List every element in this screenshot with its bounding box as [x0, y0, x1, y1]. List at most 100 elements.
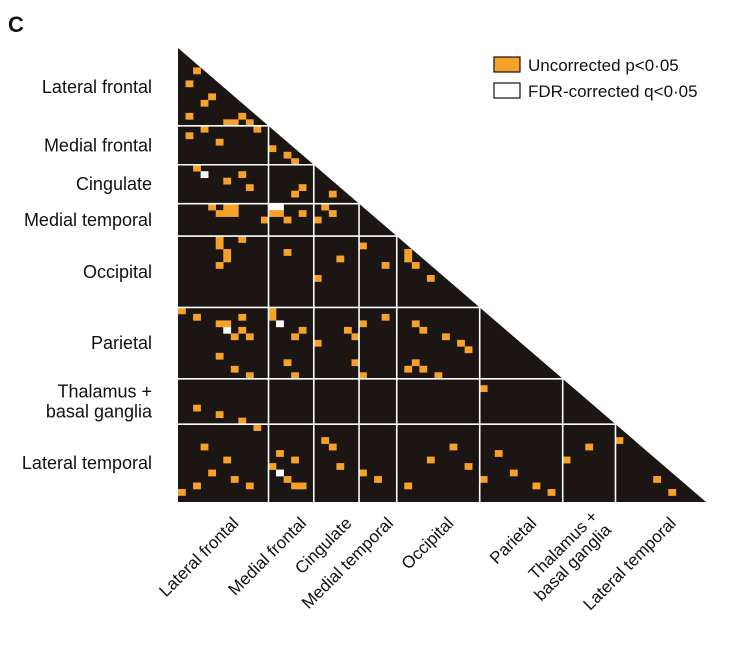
- uncorrected-cell: [585, 443, 594, 451]
- uncorrected-cell: [509, 469, 518, 477]
- uncorrected-cell: [479, 385, 488, 393]
- uncorrected-cell: [321, 203, 330, 211]
- row-label-line: Cingulate: [76, 174, 152, 194]
- row-label: Cingulate: [76, 174, 152, 194]
- uncorrected-cell: [238, 171, 247, 179]
- uncorrected-cell: [291, 372, 299, 380]
- fdr-cell: [200, 171, 209, 179]
- uncorrected-cell: [223, 320, 232, 328]
- uncorrected-cell: [351, 359, 360, 367]
- uncorrected-cell: [238, 112, 247, 120]
- uncorrected-cell: [359, 372, 367, 380]
- uncorrected-cell: [245, 333, 254, 341]
- uncorrected-cell: [215, 411, 224, 418]
- uncorrected-cell: [223, 249, 232, 256]
- uncorrected-cell: [351, 333, 360, 341]
- uncorrected-cell: [276, 450, 284, 457]
- uncorrected-cell: [494, 450, 503, 457]
- uncorrected-cell: [283, 249, 292, 256]
- uncorrected-cell: [223, 456, 232, 464]
- panel-letter: C: [8, 12, 24, 37]
- uncorrected-cell: [215, 352, 224, 360]
- uncorrected-cell: [223, 255, 232, 263]
- uncorrected-cell: [178, 307, 186, 315]
- uncorrected-cell: [238, 417, 247, 425]
- uncorrected-cell: [223, 119, 232, 127]
- uncorrected-cell: [668, 489, 677, 496]
- legend: Uncorrected p<0·05 FDR-corrected q<0·05: [493, 56, 698, 101]
- row-label: Occipital: [83, 262, 152, 282]
- uncorrected-cell: [215, 210, 224, 217]
- row-label-line: Lateral temporal: [22, 453, 152, 473]
- uncorrected-cell: [223, 210, 232, 217]
- uncorrected-cell: [464, 346, 473, 354]
- uncorrected-cell: [532, 482, 541, 490]
- uncorrected-cell: [328, 210, 337, 217]
- column-label-line: Occipital: [398, 514, 458, 574]
- row-label: Medial frontal: [44, 135, 152, 155]
- uncorrected-cell: [238, 236, 247, 243]
- uncorrected-cell: [426, 275, 435, 282]
- uncorrected-cell: [291, 158, 299, 166]
- uncorrected-cell: [208, 203, 217, 211]
- row-label-line: basal ganglia: [46, 402, 153, 422]
- row-label-line: Thalamus +: [57, 382, 152, 402]
- uncorrected-cell: [283, 476, 292, 483]
- uncorrected-cell: [230, 210, 239, 217]
- fdr-cell: [268, 203, 277, 211]
- uncorrected-cell: [230, 476, 239, 483]
- row-label-line: Lateral frontal: [42, 77, 152, 97]
- uncorrected-cell: [185, 132, 194, 140]
- row-label-line: Parietal: [91, 333, 152, 353]
- uncorrected-cell: [200, 99, 209, 107]
- fdr-cell: [223, 326, 232, 334]
- uncorrected-cell: [313, 339, 322, 347]
- row-label-line: Medial temporal: [24, 210, 152, 230]
- uncorrected-cell: [245, 184, 254, 191]
- uncorrected-cell: [298, 482, 307, 490]
- uncorrected-cell: [404, 249, 413, 256]
- uncorrected-cell: [208, 93, 217, 101]
- uncorrected-cell: [411, 359, 420, 367]
- uncorrected-cell: [321, 437, 330, 444]
- legend-fdr-swatch: [493, 82, 521, 99]
- uncorrected-cell: [328, 190, 337, 198]
- uncorrected-cell: [291, 190, 299, 198]
- row-label: Lateral frontal: [42, 77, 152, 97]
- legend-fdr-label: FDR-corrected q<0·05: [528, 82, 698, 101]
- uncorrected-cell: [298, 326, 307, 334]
- uncorrected-cell: [359, 320, 367, 328]
- uncorrected-cell: [562, 456, 571, 464]
- uncorrected-cell: [208, 469, 217, 477]
- uncorrected-cell: [464, 463, 473, 470]
- uncorrected-cell: [336, 255, 345, 263]
- row-label: Lateral temporal: [22, 453, 152, 473]
- uncorrected-cell: [291, 333, 299, 341]
- fdr-cell: [276, 320, 284, 328]
- uncorrected-cell: [238, 313, 247, 321]
- uncorrected-cell: [291, 456, 299, 464]
- column-label: Occipital: [398, 514, 458, 574]
- uncorrected-cell: [426, 456, 435, 464]
- fdr-cell: [276, 203, 284, 211]
- uncorrected-cell: [178, 489, 186, 496]
- uncorrected-cell: [283, 151, 292, 159]
- uncorrected-cell: [547, 489, 556, 496]
- uncorrected-cell: [185, 80, 194, 88]
- uncorrected-cell: [193, 164, 201, 172]
- uncorrected-cell: [200, 125, 209, 133]
- uncorrected-cell: [215, 236, 224, 243]
- uncorrected-cell: [223, 177, 232, 185]
- uncorrected-cell: [404, 255, 413, 263]
- uncorrected-cell: [185, 112, 194, 120]
- row-label: Medial temporal: [24, 210, 152, 230]
- uncorrected-cell: [215, 262, 224, 269]
- uncorrected-cell: [193, 404, 201, 412]
- row-labels: Lateral frontal Medial frontal Cingulate Me…: [22, 77, 153, 473]
- uncorrected-cell: [381, 262, 390, 269]
- uncorrected-cell: [653, 476, 662, 483]
- uncorrected-cell: [291, 482, 299, 490]
- uncorrected-cell: [268, 145, 277, 153]
- uncorrected-cell: [343, 326, 352, 334]
